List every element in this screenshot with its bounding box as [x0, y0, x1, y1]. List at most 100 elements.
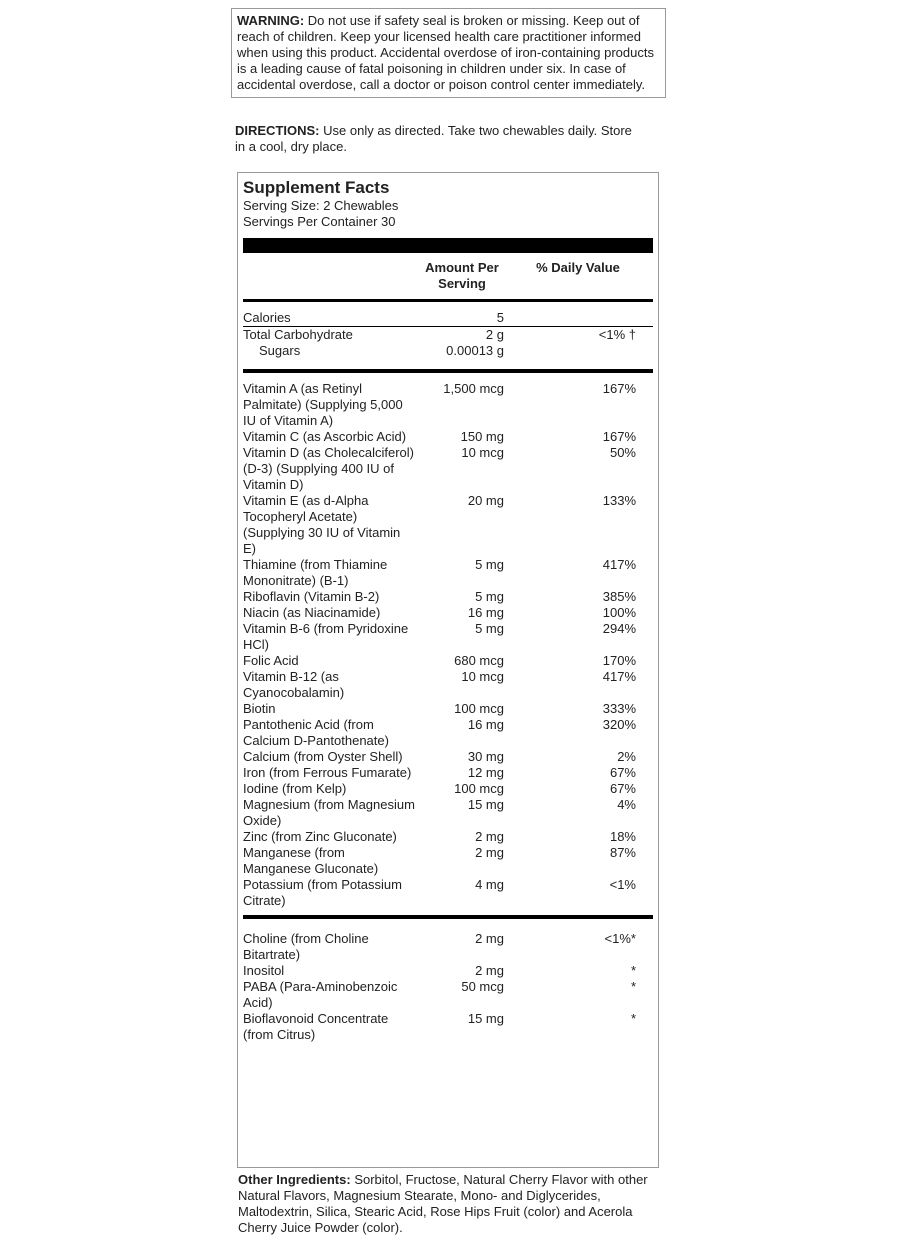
nutrient-dv: * [630, 979, 636, 994]
nutrient-name: Potassium (from Potassium Citrate) [243, 877, 402, 908]
nutrient-name: PABA (Para-Aminobenzoic Acid) [243, 979, 398, 1010]
nutrient-dv: * [630, 963, 636, 978]
nutrient-amount: 100 mcg [454, 701, 504, 716]
facts-title: Supplement Facts [243, 178, 390, 197]
nutrient-row: Iron (from Ferrous Fumarate) 12 mg 67% [243, 765, 653, 781]
nutrient-name: Niacin (as Niacinamide) [243, 605, 381, 620]
nutrient-dv [504, 310, 636, 326]
divider [243, 915, 653, 919]
column-headers: Amount Per Serving % Daily Value [243, 253, 653, 302]
other-ingredients-text: Sorbitol, Fructose, Natural Cherry Flavo… [238, 1172, 648, 1235]
facts-panel: Supplement Facts Serving Size: 2 Chewabl… [237, 172, 659, 1168]
nutrient-dv: 333% [602, 701, 636, 716]
nutrient-amount: 680 mcg [454, 653, 504, 668]
nutrient-dv: 87% [609, 845, 636, 860]
macros: Calories 5 Total Carbohydrate 2 g <1% † Sugar… [243, 310, 653, 369]
nutrient-row: Potassium (from Potassium Citrate) 4 mg <1… [243, 877, 653, 909]
nutrient-row: Choline (from Choline Bitartrate) 2 mg <1%… [243, 931, 653, 963]
nutrient-amount: 100 mcg [454, 781, 504, 796]
nutrient-amount: 4 mg [475, 877, 504, 892]
header-dv: % Daily Value [536, 260, 620, 275]
nutrient-row: PABA (Para-Aminobenzoic Acid) 50 mcg * [243, 979, 653, 1011]
nutrient-name: Choline (from Choline Bitartrate) [243, 931, 369, 962]
spacer [243, 260, 415, 292]
nutrient-amount: 10 mcg [461, 669, 504, 684]
nutrient-row: Iodine (from Kelp) 100 mcg 67% [243, 781, 653, 797]
nutrient-dv: 67% [609, 781, 636, 796]
others: Choline (from Choline Bitartrate) 2 mg <1%… [243, 919, 653, 1043]
nutrient-amount: 1,500 mcg [443, 381, 504, 396]
nutrient-name: Vitamin C (as Ascorbic Acid) [243, 429, 407, 444]
nutrient-dv: 167% [602, 429, 636, 444]
nutrient-row: Bioflavonoid Concentrate (from Citrus) 15… [243, 1011, 653, 1043]
nutrient-name: Manganese (from Manganese Gluconate) [243, 845, 379, 876]
nutrient-dv: <1% † [598, 327, 636, 342]
nutrient-amount: 150 mg [460, 429, 504, 444]
directions-text: Use only as directed. Take two chewables… [235, 123, 632, 154]
nutrient-name: Folic Acid [243, 653, 299, 668]
nutrient-row: Vitamin B-12 (as Cyanocobalamin) 10 mcg 41… [243, 669, 653, 701]
nutrient-amount: 10 mcg [461, 445, 504, 460]
nutrient-row: Manganese (from Manganese Gluconate) 2 mg… [243, 845, 653, 877]
warning-box: WARNING: Do not use if safety seal is br… [231, 8, 666, 98]
nutrient-row: Vitamin B-6 (from Pyridoxine HCl) 5 mg 294… [243, 621, 653, 653]
nutrient-name: Zinc (from Zinc Gluconate) [243, 829, 397, 844]
nutrient-dv: 417% [602, 557, 636, 572]
nutrient-row: Riboflavin (Vitamin B-2) 5 mg 385% [243, 589, 653, 605]
nutrient-amount: 2 mg [475, 829, 504, 844]
nutrient-name: Magnesium (from Magnesium Oxide) [243, 797, 415, 828]
nutrient-row: Folic Acid 680 mcg 170% [243, 653, 653, 669]
nutrient-row: Niacin (as Niacinamide) 16 mg 100% [243, 605, 653, 621]
nutrient-row: Vitamin C (as Ascorbic Acid) 150 mg 167% [243, 429, 653, 445]
nutrient-amount: 30 mg [467, 749, 504, 764]
warning-label: WARNING: [237, 13, 305, 28]
nutrient-row: Calcium (from Oyster Shell) 30 mg 2% [243, 749, 653, 765]
nutrient-amount: 5 [496, 310, 504, 325]
nutrient-dv: 294% [602, 621, 636, 636]
nutrient-dv: 2% [617, 749, 636, 764]
nutrient-name: Sugars [259, 343, 301, 358]
nutrient-name: Bioflavonoid Concentrate (from Citrus) [243, 1011, 389, 1042]
nutrient-amount: 2 mg [475, 845, 504, 860]
nutrient-name: Vitamin D (as Cholecalciferol) (D-3) (Su… [243, 445, 414, 492]
nutrient-name: Vitamin E (as d-Alpha Tocopheryl Acetate… [243, 493, 401, 556]
nutrient-row: Zinc (from Zinc Gluconate) 2 mg 18% [243, 829, 653, 845]
nutrient-dv: 417% [602, 669, 636, 684]
nutrient-amount: 5 mg [475, 589, 504, 604]
nutrient-name: Thiamine (from Thiamine Mononitrate) (B-… [243, 557, 388, 588]
nutrient-amount: 0.00013 g [446, 343, 504, 358]
nutrient-name: Calcium (from Oyster Shell) [243, 749, 403, 764]
nutrient-name: Biotin [243, 701, 276, 716]
nutrient-name: Iron (from Ferrous Fumarate) [243, 765, 412, 780]
nutrient-row: Vitamin D (as Cholecalciferol) (D-3) (Su… [243, 445, 653, 493]
nutrient-row: Vitamin E (as d-Alpha Tocopheryl Acetate… [243, 493, 653, 557]
nutrient-row: Biotin 100 mcg 333% [243, 701, 653, 717]
nutrient-amount: 5 mg [475, 621, 504, 636]
nutrient-row: Calories 5 [243, 310, 653, 327]
other-ingredients: Other Ingredients: Sorbitol, Fructose, N… [238, 1172, 658, 1236]
nutrient-amount: 2 mg [475, 931, 504, 946]
nutrient-dv: 18% [609, 829, 636, 844]
nutrient-dv: 100% [602, 605, 636, 620]
nutrient-row: Pantothenic Acid (from Calcium D-Pantoth… [243, 717, 653, 749]
nutrient-dv: 170% [602, 653, 636, 668]
directions: DIRECTIONS: Use only as directed. Take t… [235, 123, 635, 155]
nutrient-name: Pantothenic Acid (from Calcium D-Pantoth… [243, 717, 389, 748]
nutrient-name: Riboflavin (Vitamin B-2) [243, 589, 380, 604]
nutrient-dv: 67% [609, 765, 636, 780]
nutrient-amount: 16 mg [467, 717, 504, 732]
nutrient-amount: 16 mg [467, 605, 504, 620]
nutrient-amount: 2 g [485, 327, 504, 342]
nutrient-dv: <1%* [604, 931, 636, 946]
nutrient-amount: 50 mcg [461, 979, 504, 994]
nutrient-dv: 385% [602, 589, 636, 604]
nutrient-dv: 4% [617, 797, 636, 812]
nutrient-name: Calories [243, 310, 291, 325]
nutrient-dv [504, 343, 636, 359]
nutrient-name: Total Carbohydrate [243, 327, 353, 342]
warning-text: Do not use if safety seal is broken or m… [237, 13, 654, 92]
nutrient-row: Magnesium (from Magnesium Oxide) 15 mg 4% [243, 797, 653, 829]
nutrient-dv: 167% [602, 381, 636, 396]
directions-label: DIRECTIONS: [235, 123, 320, 138]
